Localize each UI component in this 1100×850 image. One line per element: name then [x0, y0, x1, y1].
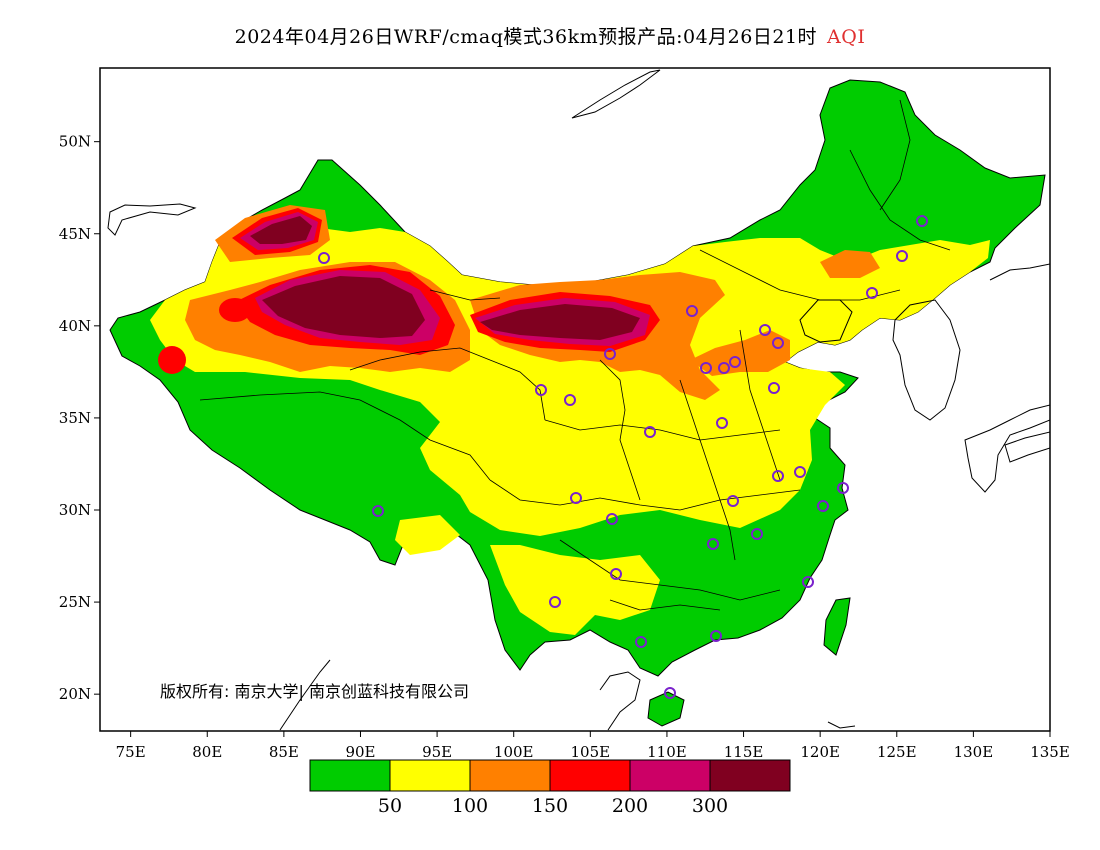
legend-label: 50 — [378, 795, 402, 817]
city-marker — [604, 348, 616, 360]
aqi-band-100-150-ne — [820, 250, 880, 278]
city-marker — [916, 215, 928, 227]
legend-swatch — [389, 759, 471, 792]
legend-swatch — [549, 759, 631, 792]
lat-tick-label: 30N — [59, 501, 91, 519]
legend-swatch — [709, 759, 791, 792]
lon-tick-label: 135E — [1030, 743, 1070, 761]
legend-swatch — [309, 759, 391, 792]
sakhalin-coast — [989, 263, 1050, 281]
city-marker — [644, 426, 656, 438]
city-marker — [564, 394, 576, 406]
bohai-sea — [799, 299, 853, 343]
city-marker — [707, 538, 719, 550]
aqi-band-100-150-beijing — [690, 330, 790, 376]
city-marker — [700, 362, 712, 374]
legend-label: 300 — [692, 795, 728, 817]
city-marker — [716, 417, 728, 429]
axis-ticks: 75E 80E 85E 90E 95E 100E 105E 110E 115E 120E 125E 1… — [59, 133, 1070, 761]
city-marker — [570, 492, 582, 504]
city-marker — [866, 287, 878, 299]
aqi-band-150-200-west — [158, 346, 186, 374]
taiwan-island — [823, 597, 851, 656]
city-marker — [772, 470, 784, 482]
lon-tick-label: 95E — [422, 743, 452, 761]
city-marker — [318, 252, 330, 264]
caspian-area — [107, 203, 197, 236]
lon-tick-label: 105E — [571, 743, 611, 761]
legend-label: 200 — [612, 795, 648, 817]
aqi-band-gt-300-north — [250, 216, 312, 244]
lat-tick-label: 45N — [59, 225, 91, 243]
japan-honshu — [1004, 431, 1050, 463]
lat-tick-label: 35N — [59, 409, 91, 427]
city-marker — [817, 500, 829, 512]
city-markers — [318, 215, 928, 699]
lon-tick-label: 75E — [116, 743, 146, 761]
city-marker — [768, 382, 780, 394]
india-coast — [279, 659, 331, 731]
lake-baikal — [571, 69, 661, 119]
aqi-band-gt-300-east — [480, 304, 640, 340]
vietnam-coast — [599, 671, 641, 731]
city-marker — [686, 305, 698, 317]
city-marker — [802, 576, 814, 588]
aqi-band-50-100-south — [490, 545, 660, 635]
city-marker — [710, 630, 722, 642]
aqi-band-gt-300 — [262, 276, 425, 338]
aqi-band-50-100-sw — [395, 515, 460, 555]
aqi-band-150-200-west2 — [219, 298, 251, 322]
copyright-text: 版权所有: 南京大学| 南京创蓝科技有限公司 — [160, 682, 469, 701]
city-marker — [896, 250, 908, 262]
city-marker — [549, 596, 561, 608]
title-variable: AQI — [827, 26, 866, 48]
lon-tick-label: 110E — [647, 743, 687, 761]
city-marker — [727, 495, 739, 507]
lat-tick-label: 50N — [59, 133, 91, 151]
lon-tick-label: 80E — [192, 743, 222, 761]
lon-tick-label: 85E — [269, 743, 299, 761]
city-marker — [664, 687, 676, 699]
japan-kyushu — [964, 404, 1050, 493]
legend-swatch — [629, 759, 711, 792]
lon-tick-label: 115E — [724, 743, 764, 761]
city-marker — [794, 466, 806, 478]
city-marker — [535, 384, 547, 396]
city-marker — [372, 505, 384, 517]
hainan-island — [647, 691, 685, 727]
philippines-coast — [827, 721, 856, 729]
lon-tick-label: 125E — [877, 743, 917, 761]
city-marker — [759, 324, 771, 336]
city-marker — [635, 636, 647, 648]
map-title: 2024年04月26日WRF/cmaq模式36km预报产品:04月26日21时 A… — [0, 22, 1100, 49]
korea-peninsula — [892, 299, 961, 421]
coastlines — [107, 69, 1050, 731]
aqi-legend: 50 100 150 200 300 — [309, 759, 791, 817]
lat-tick-label: 40N — [59, 317, 91, 335]
lat-tick-label: 25N — [59, 593, 91, 611]
city-marker — [729, 356, 741, 368]
legend-label: 150 — [532, 795, 568, 817]
legend-swatch — [469, 759, 551, 792]
province-borders — [199, 99, 951, 611]
legend-label: 100 — [452, 795, 488, 817]
plot-frame — [99, 67, 1051, 732]
city-marker — [772, 337, 784, 349]
plot-area — [100, 68, 1050, 731]
city-marker — [606, 513, 618, 525]
title-text: 2024年04月26日WRF/cmaq模式36km预报产品:04月26日21时 — [234, 26, 818, 48]
lon-tick-label: 100E — [494, 743, 534, 761]
city-marker — [610, 568, 622, 580]
city-marker — [751, 528, 763, 540]
city-marker — [718, 362, 730, 374]
lat-tick-label: 20N — [59, 685, 91, 703]
city-marker — [837, 482, 849, 494]
lon-tick-label: 130E — [954, 743, 994, 761]
lon-tick-label: 90E — [345, 743, 375, 761]
lon-tick-label: 120E — [800, 743, 840, 761]
